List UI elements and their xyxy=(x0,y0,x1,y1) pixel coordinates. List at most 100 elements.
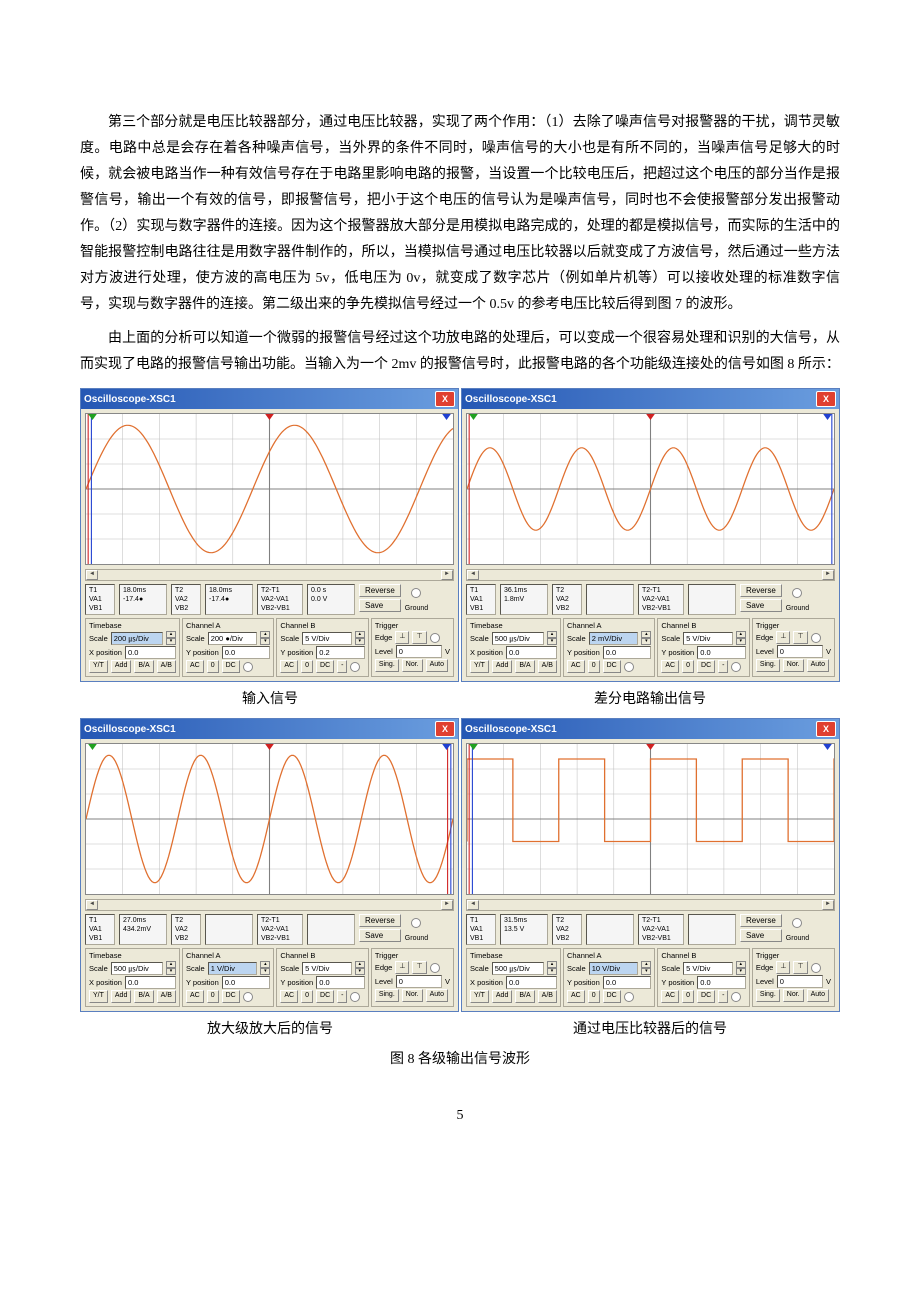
chb-radio-icon[interactable] xyxy=(731,662,741,672)
spinner-icon[interactable]: ▴▾ xyxy=(641,961,651,975)
ba-button[interactable]: B/A xyxy=(515,990,534,1003)
timebase-xpos-input[interactable]: 0.0 xyxy=(125,976,176,989)
spinner-icon[interactable]: ▴▾ xyxy=(355,631,365,645)
timebase-xpos-input[interactable]: 0.0 xyxy=(506,646,557,659)
chb-radio-icon[interactable] xyxy=(350,992,360,1002)
sing-button[interactable]: Sing. xyxy=(375,989,399,1002)
spinner-icon[interactable]: ▴▾ xyxy=(166,961,176,975)
scroll-left-icon[interactable]: ◄ xyxy=(86,570,98,580)
radio-icon[interactable] xyxy=(411,588,421,598)
trigger-level-input[interactable]: 0 xyxy=(396,645,442,658)
ba-button[interactable]: B/A xyxy=(134,990,153,1003)
scope-scrollbar[interactable]: ◄ ► xyxy=(466,569,835,581)
chb-scale-input[interactable]: 5 V/Div xyxy=(302,962,352,975)
spinner-icon[interactable]: ▴▾ xyxy=(547,961,557,975)
chb-scale-input[interactable]: 5 V/Div xyxy=(683,962,733,975)
chb-ypos-input[interactable]: 0.0 xyxy=(697,646,746,659)
sing-button[interactable]: Sing. xyxy=(756,659,780,672)
save-button[interactable]: Save xyxy=(359,929,401,942)
chb-0-button[interactable]: 0 xyxy=(301,990,313,1003)
spinner-icon[interactable]: ▴▾ xyxy=(260,631,270,645)
yt-button[interactable]: Y/T xyxy=(89,990,108,1003)
add-button[interactable]: Add xyxy=(111,990,131,1003)
chb-minus-button[interactable]: - xyxy=(718,990,728,1003)
chb-scale-input[interactable]: 5 V/Div xyxy=(683,632,733,645)
edge-rise-icon[interactable]: ⊥ xyxy=(776,961,790,974)
trigger-radio-icon[interactable] xyxy=(811,633,821,643)
cha-ac-button[interactable]: AC xyxy=(567,660,585,673)
trigger-level-input[interactable]: 0 xyxy=(777,975,823,988)
cha-dc-button[interactable]: DC xyxy=(222,990,240,1003)
chb-ac-button[interactable]: AC xyxy=(280,990,298,1003)
auto-button[interactable]: Auto xyxy=(426,989,448,1002)
cha-radio-icon[interactable] xyxy=(624,992,634,1002)
spinner-icon[interactable]: ▴▾ xyxy=(736,631,746,645)
chb-0-button[interactable]: 0 xyxy=(682,990,694,1003)
yt-button[interactable]: Y/T xyxy=(470,990,489,1003)
spinner-icon[interactable]: ▴▾ xyxy=(260,961,270,975)
trigger-radio-icon[interactable] xyxy=(811,963,821,973)
trigger-radio-icon[interactable] xyxy=(430,633,440,643)
reverse-button[interactable]: Reverse xyxy=(359,914,401,927)
yt-button[interactable]: Y/T xyxy=(89,660,108,673)
trigger-level-input[interactable]: 0 xyxy=(777,645,823,658)
reverse-button[interactable]: Reverse xyxy=(740,584,782,597)
chb-dc-button[interactable]: DC xyxy=(316,990,334,1003)
scroll-right-icon[interactable]: ► xyxy=(822,900,834,910)
add-button[interactable]: Add xyxy=(492,990,512,1003)
radio-icon[interactable] xyxy=(792,588,802,598)
nor-button[interactable]: Nor. xyxy=(783,989,804,1002)
edge-rise-icon[interactable]: ⊥ xyxy=(395,631,409,644)
cha-radio-icon[interactable] xyxy=(243,662,253,672)
sing-button[interactable]: Sing. xyxy=(756,989,780,1002)
timebase-scale-input[interactable]: 500 ㎲/Div xyxy=(111,962,163,975)
chb-radio-icon[interactable] xyxy=(731,992,741,1002)
cha-0-button[interactable]: 0 xyxy=(588,990,600,1003)
nor-button[interactable]: Nor. xyxy=(402,659,423,672)
chb-ac-button[interactable]: AC xyxy=(661,660,679,673)
timebase-scale-input[interactable]: 500 ㎲/Div xyxy=(492,962,544,975)
cha-dc-button[interactable]: DC xyxy=(603,990,621,1003)
cha-ypos-input[interactable]: 0.0 xyxy=(222,646,271,659)
spinner-icon[interactable]: ▴▾ xyxy=(641,631,651,645)
chb-ac-button[interactable]: AC xyxy=(280,660,298,673)
spinner-icon[interactable]: ▴▾ xyxy=(736,961,746,975)
cha-0-button[interactable]: 0 xyxy=(588,660,600,673)
cha-scale-input[interactable]: 2 mV/Div xyxy=(589,632,639,645)
cha-ypos-input[interactable]: 0.0 xyxy=(603,976,652,989)
scroll-right-icon[interactable]: ► xyxy=(822,570,834,580)
scope-scrollbar[interactable]: ◄ ► xyxy=(466,899,835,911)
timebase-xpos-input[interactable]: 0.0 xyxy=(506,976,557,989)
save-button[interactable]: Save xyxy=(740,929,782,942)
spinner-icon[interactable]: ▴▾ xyxy=(355,961,365,975)
edge-rise-icon[interactable]: ⊥ xyxy=(776,631,790,644)
close-icon[interactable]: X xyxy=(435,721,455,737)
scope-scrollbar[interactable]: ◄ ► xyxy=(85,569,454,581)
yt-button[interactable]: Y/T xyxy=(470,660,489,673)
scroll-left-icon[interactable]: ◄ xyxy=(467,570,479,580)
chb-minus-button[interactable]: - xyxy=(718,660,728,673)
ab-button[interactable]: A/B xyxy=(538,660,557,673)
chb-dc-button[interactable]: DC xyxy=(697,990,715,1003)
scope-titlebar[interactable]: Oscilloscope-XSC1 X xyxy=(81,389,458,409)
cha-scale-input[interactable]: 200 ●/Div xyxy=(208,632,258,645)
scope-titlebar[interactable]: Oscilloscope-XSC1 X xyxy=(462,719,839,739)
reverse-button[interactable]: Reverse xyxy=(740,914,782,927)
ab-button[interactable]: A/B xyxy=(538,990,557,1003)
cha-0-button[interactable]: 0 xyxy=(207,990,219,1003)
chb-ypos-input[interactable]: 0.2 xyxy=(316,646,365,659)
close-icon[interactable]: X xyxy=(816,391,836,407)
chb-ypos-input[interactable]: 0.0 xyxy=(316,976,365,989)
nor-button[interactable]: Nor. xyxy=(783,659,804,672)
scroll-left-icon[interactable]: ◄ xyxy=(467,900,479,910)
scroll-left-icon[interactable]: ◄ xyxy=(86,900,98,910)
radio-icon[interactable] xyxy=(792,918,802,928)
scope-titlebar[interactable]: Oscilloscope-XSC1 X xyxy=(462,389,839,409)
scroll-right-icon[interactable]: ► xyxy=(441,900,453,910)
scope-titlebar[interactable]: Oscilloscope-XSC1 X xyxy=(81,719,458,739)
ab-button[interactable]: A/B xyxy=(157,990,176,1003)
scope-scrollbar[interactable]: ◄ ► xyxy=(85,899,454,911)
chb-minus-button[interactable]: - xyxy=(337,990,347,1003)
trigger-radio-icon[interactable] xyxy=(430,963,440,973)
cha-ac-button[interactable]: AC xyxy=(567,990,585,1003)
